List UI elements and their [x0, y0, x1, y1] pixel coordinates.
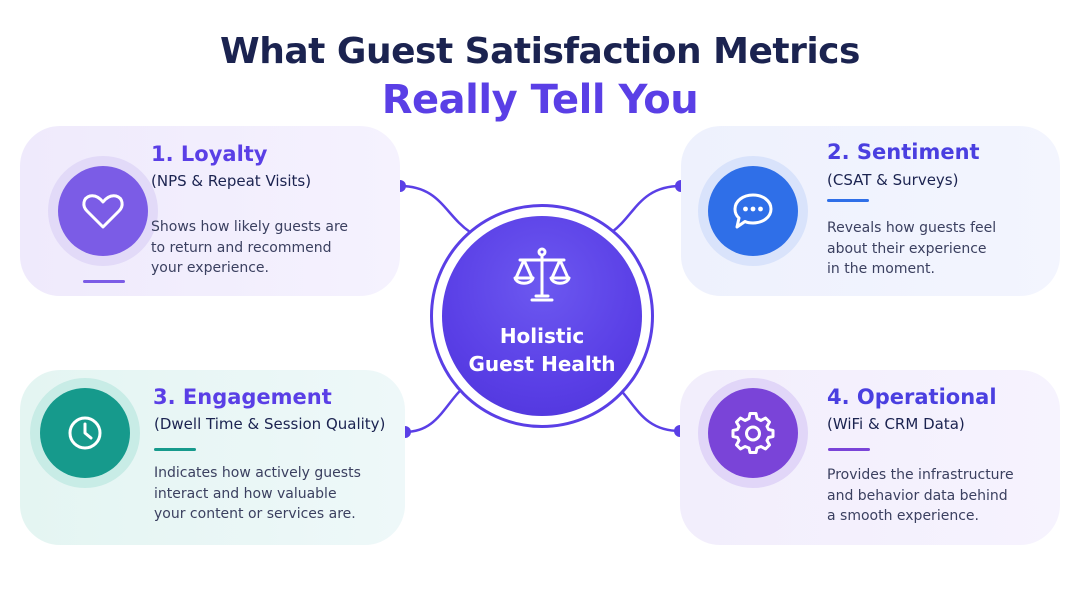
hub-label: Holistic Guest Health [442, 322, 642, 378]
engagement-description: Indicates how actively guests interact an… [154, 465, 361, 522]
sentiment-icon-ring [698, 156, 808, 266]
hub-inner: Holistic Guest Health [442, 216, 642, 416]
hub-label-line1: Holistic [499, 324, 585, 348]
operational-subtitle: (WiFi & CRM Data) [827, 415, 965, 433]
card-sentiment: 2. Sentiment (CSAT & Surveys) Reveals ho… [681, 126, 1060, 296]
heart-icon [58, 166, 148, 256]
connector-loyalty [399, 184, 471, 234]
hub-circle: Holistic Guest Health [430, 204, 654, 428]
loyalty-description: Shows how likely guests are to return and… [151, 219, 349, 276]
loyalty-subtitle: (NPS & Repeat Visits) [151, 172, 312, 190]
operational-accent-dash [828, 448, 870, 451]
operational-title: 4. Operational [827, 385, 997, 409]
connector-sentiment [611, 184, 682, 234]
engagement-icon-ring [30, 378, 140, 488]
loyalty-title: 1. Loyalty [151, 142, 268, 166]
page-title: What Guest Satisfaction Metrics [220, 31, 860, 72]
card-engagement: 3. Engagement (Dwell Time & Session Qual… [20, 370, 405, 545]
sentiment-subtitle: (CSAT & Surveys) [827, 171, 959, 189]
loyalty-icon-ring [48, 156, 158, 266]
engagement-accent-dash [154, 448, 196, 451]
loyalty-accent-dash [83, 280, 125, 283]
clock-icon [40, 388, 130, 478]
scale-icon [513, 247, 571, 302]
card-loyalty: 1. Loyalty (NPS & Repeat Visits) Shows h… [20, 126, 400, 296]
chat-bubble-icon [708, 166, 798, 256]
sentiment-title: 2. Sentiment [827, 140, 980, 164]
engagement-title: 3. Engagement [153, 385, 332, 409]
hub-label-line2: Guest Health [468, 352, 616, 376]
gear-icon [708, 388, 798, 478]
engagement-subtitle: (Dwell Time & Session Quality) [154, 415, 386, 433]
sentiment-description: Reveals how guests feel about their exper… [827, 220, 997, 277]
operational-icon-ring [698, 378, 808, 488]
card-operational: 4. Operational (WiFi & CRM Data) Provide… [680, 370, 1060, 545]
sentiment-accent-dash [827, 199, 869, 202]
operational-description: Provides the infrastructure and behavior … [827, 467, 1014, 524]
page-subtitle: Really Tell You [381, 77, 699, 123]
